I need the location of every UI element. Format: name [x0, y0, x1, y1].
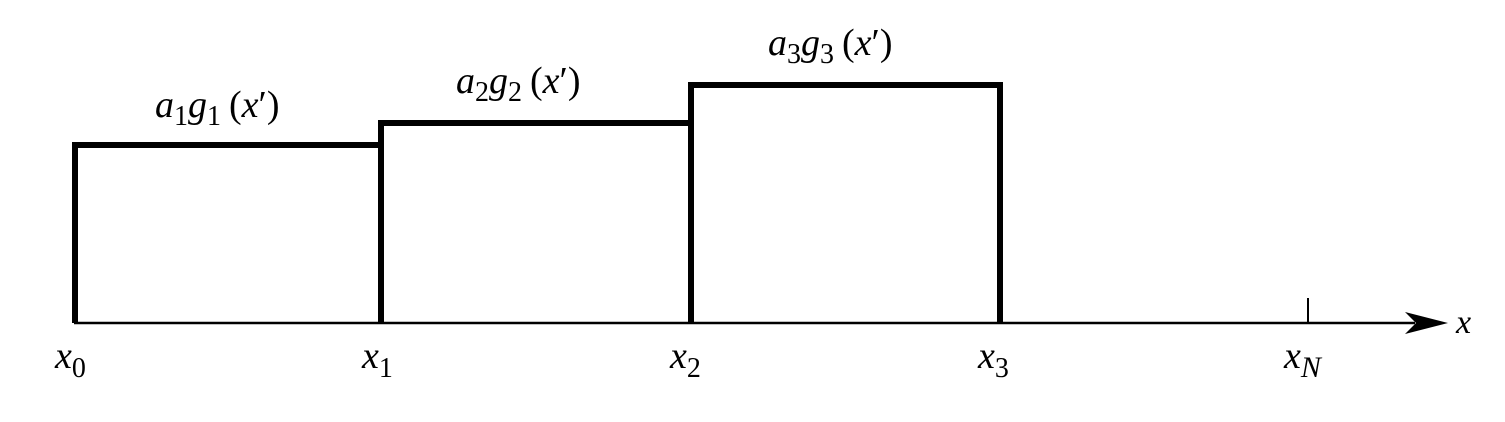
tick-label-xN: xN: [1283, 335, 1323, 384]
step-label-1-arg: x: [241, 84, 259, 126]
step-label-3-arg: x: [854, 22, 872, 64]
tick-label-x0: x0: [54, 335, 86, 384]
step-label-3-func: g: [801, 22, 820, 64]
step-label-1-func: g: [188, 84, 207, 126]
step-label-3-coef-sub: 3: [787, 39, 801, 70]
step-1: [72, 142, 380, 323]
x-axis-arrowhead: [1405, 312, 1448, 334]
tick-label-x2: x2: [669, 335, 701, 384]
step-label-2-coef: a: [456, 60, 475, 102]
step-2: [378, 120, 690, 323]
tick-label-x3: x3: [977, 335, 1009, 384]
step-label-2-prime: ′: [560, 60, 568, 102]
step-label-1: a1g1 (x′): [155, 84, 280, 132]
tick-label-x1: x1: [361, 335, 393, 384]
step-label-2-arg: x: [542, 60, 560, 102]
step-label-3: a3g3 (x′): [768, 22, 893, 70]
step-label-1-coef-sub: 1: [174, 101, 188, 132]
x-axis-label: x: [1455, 304, 1471, 341]
step-label-3-prime: ′: [872, 22, 880, 64]
step-3: [688, 82, 1003, 323]
step-label-2: a2g2 (x′): [456, 60, 581, 108]
step-label-3-coef: a: [768, 22, 787, 64]
step-label-1-prime: ′: [259, 84, 267, 126]
step-label-2-func: g: [489, 60, 508, 102]
step-label-2-coef-sub: 2: [475, 77, 489, 108]
step-label-3-func-sub: 3: [820, 39, 834, 70]
step-label-1-coef: a: [155, 84, 174, 126]
step-label-1-func-sub: 1: [207, 101, 221, 132]
step-label-2-func-sub: 2: [508, 77, 522, 108]
